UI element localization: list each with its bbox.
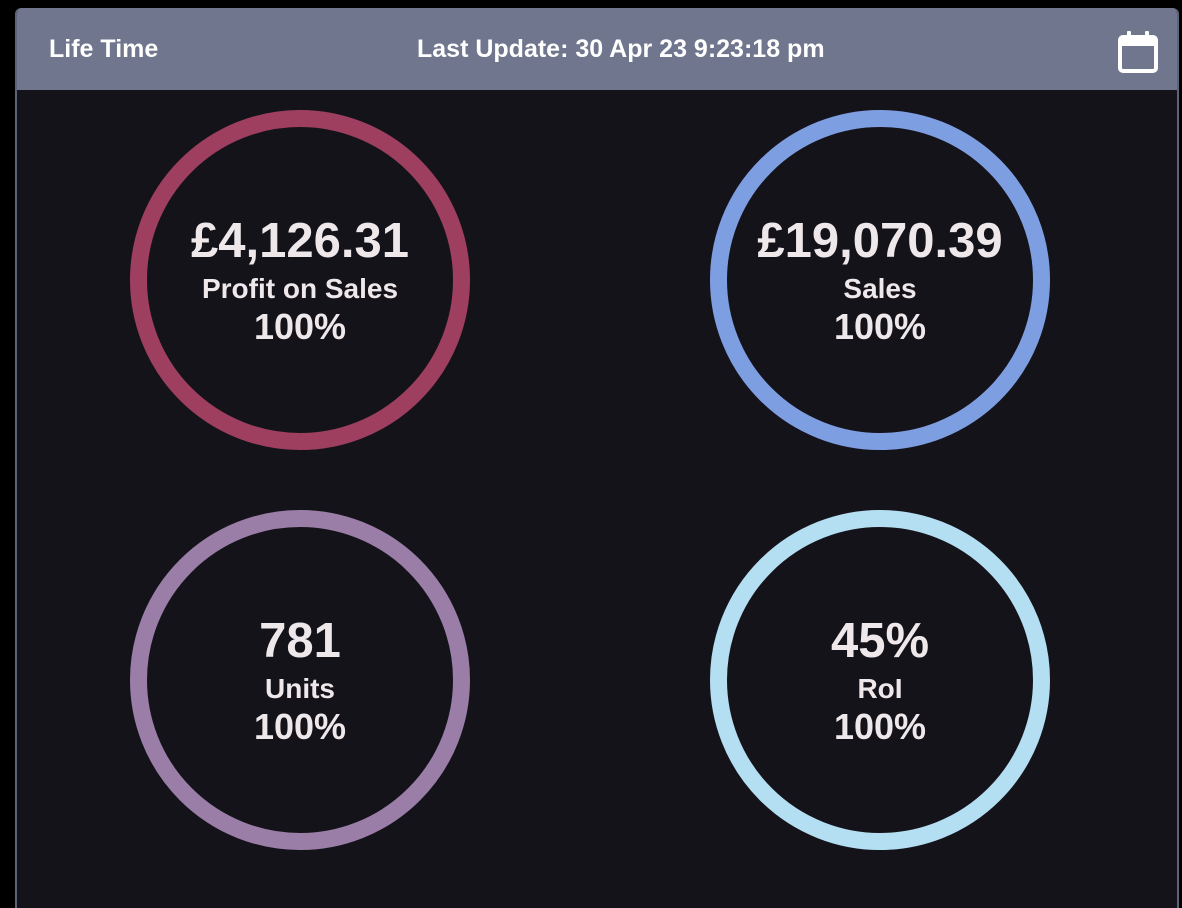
- last-update-text: Last Update: 30 Apr 23 9:23:18 pm: [417, 35, 825, 63]
- units-percent: 100%: [253, 706, 347, 747]
- profit-on-sales-percent: 100%: [253, 306, 347, 347]
- lifetime-panel: Life Time Last Update: 30 Apr 23 9:23:18…: [15, 8, 1179, 908]
- units-value: 781: [259, 614, 341, 668]
- panel-title: Life Time: [49, 35, 159, 63]
- units-ring: 781 Units 100%: [130, 510, 470, 850]
- sales-label: Sales: [843, 273, 917, 304]
- profit-on-sales-value: £4,126.31: [191, 214, 409, 268]
- profit-on-sales-label: Profit on Sales: [201, 273, 399, 304]
- roi-label: RoI: [857, 673, 903, 704]
- roi-percent: 100%: [833, 706, 927, 747]
- roi-value: 45%: [830, 614, 930, 668]
- sales-value: £19,070.39: [757, 214, 1003, 268]
- units-label: Units: [265, 673, 335, 704]
- sales-ring: £19,070.39 Sales 100%: [710, 110, 1050, 450]
- roi-ring: 45% RoI 100%: [710, 510, 1050, 850]
- profit-on-sales-ring: £4,126.31 Profit on Sales 100%: [130, 110, 470, 450]
- sales-percent: 100%: [833, 306, 927, 347]
- calendar-icon[interactable]: [1117, 29, 1159, 75]
- panel-header: Life Time Last Update: 30 Apr 23 9:23:18…: [17, 8, 1177, 90]
